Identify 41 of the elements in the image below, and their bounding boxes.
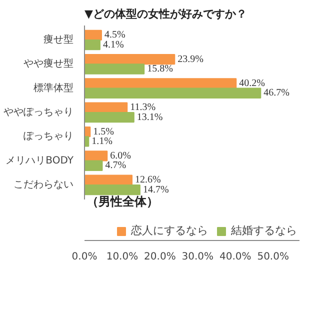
y-tick-label: メリハリBODY — [6, 155, 74, 166]
bar — [84, 112, 134, 123]
x-tick-label: 20.0% — [144, 252, 176, 262]
bar — [84, 150, 108, 162]
data-label: 11.3% — [130, 102, 156, 114]
legend-label: 結婚するなら — [231, 223, 297, 238]
bar — [84, 184, 140, 196]
y-tick-label: 痩せ型 — [44, 33, 74, 46]
data-label: 4.5% — [104, 30, 126, 41]
data-label: 4.1% — [102, 39, 124, 50]
bar — [84, 88, 262, 98]
data-label: 46.7% — [264, 88, 290, 99]
bar — [84, 160, 103, 171]
x-tick-label: 40.0% — [219, 252, 252, 262]
y-tick-label: 標準体型 — [34, 82, 74, 94]
y-tick-label: ややぽっちゃり — [4, 106, 74, 118]
data-label: 12.6% — [135, 174, 161, 186]
data-label: 14.7% — [142, 184, 169, 196]
data-label: 4.7% — [105, 160, 126, 172]
bar — [84, 136, 90, 147]
x-tick-label: 10.0% — [106, 252, 138, 262]
legend-label: 恋人にするなら — [131, 223, 208, 238]
data-label: 1.5% — [93, 126, 114, 138]
annotation: （男性全体） — [86, 194, 158, 208]
x-tick-label: 30.0% — [182, 252, 214, 262]
x-tick-label: 0.0% — [72, 252, 98, 262]
y-tick-label: こだわらない — [14, 179, 74, 190]
data-label: 6.0% — [110, 150, 131, 162]
data-label: 40.2% — [239, 78, 265, 89]
y-tick-label: ぽっちゃり — [24, 131, 74, 142]
x-tick-label: 50.0% — [257, 252, 289, 262]
bar — [84, 78, 237, 89]
bar — [84, 39, 100, 50]
chart-title: ▼どの体型の女性が好みですか？ — [84, 8, 247, 20]
y-tick-label: やや痩せ型 — [24, 58, 74, 70]
data-label: 23.9% — [178, 54, 204, 65]
data-label: 13.1% — [136, 112, 163, 123]
data-label: 1.1% — [92, 136, 112, 147]
bar — [84, 64, 145, 74]
bar — [84, 54, 176, 65]
data-label: 15.8% — [147, 63, 173, 74]
